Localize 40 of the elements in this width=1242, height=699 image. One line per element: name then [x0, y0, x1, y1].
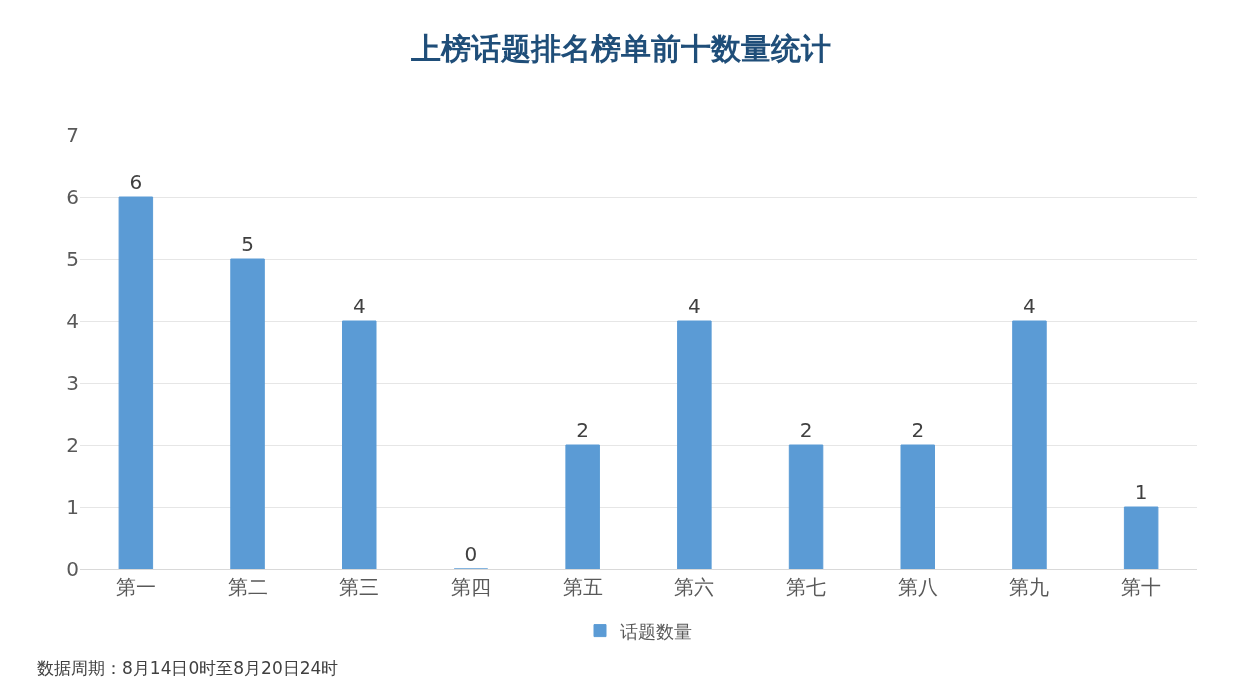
- bar: [677, 320, 712, 569]
- bar: [1123, 506, 1159, 569]
- legend-label: 话题数量: [620, 620, 692, 642]
- bar: [565, 444, 600, 569]
- data-label: 1: [1134, 480, 1148, 504]
- x-tick-label: 第七: [786, 575, 827, 599]
- data-label: 5: [241, 232, 254, 256]
- data-label: 2: [799, 418, 813, 442]
- y-tick-label: 3: [66, 371, 79, 395]
- data-label: 0: [464, 542, 478, 566]
- y-tick-label: 7: [66, 123, 79, 147]
- x-tick-label: 第四: [450, 575, 491, 599]
- bar: [342, 320, 377, 569]
- data-label: 6: [129, 170, 143, 194]
- x-tick-label: 第六: [674, 575, 715, 599]
- data-label: 4: [687, 294, 701, 318]
- data-label: 2: [911, 418, 925, 442]
- y-tick-label: 4: [66, 309, 79, 333]
- x-tick-label: 第三: [339, 575, 380, 599]
- data-label: 2: [576, 418, 590, 442]
- y-tick-label: 5: [66, 247, 79, 271]
- y-tick-label: 0: [66, 557, 79, 581]
- text: 数据周期：8月14日0时至8月20日24时: [37, 658, 339, 678]
- chart-title: 上榜话题排名榜单前十数量统计: [410, 31, 831, 67]
- bar: [900, 444, 936, 569]
- bar: [118, 196, 154, 569]
- y-tick-label: 2: [66, 433, 79, 457]
- data-label: 4: [352, 294, 366, 318]
- y-tick-label: 6: [66, 185, 79, 209]
- bar: [788, 444, 824, 569]
- x-tick-label: 第二: [227, 575, 268, 599]
- x-tick-label: 第五: [562, 575, 603, 599]
- x-tick-label: 第十: [1121, 575, 1162, 599]
- x-tick-label: 第八: [897, 575, 938, 599]
- y-tick-label: 1: [66, 495, 79, 519]
- bar: [1012, 320, 1047, 569]
- x-tick-label: 第一: [115, 575, 156, 599]
- bar: [230, 258, 265, 569]
- data-label: 4: [1023, 294, 1036, 318]
- x-tick-label: 第九: [1009, 575, 1050, 599]
